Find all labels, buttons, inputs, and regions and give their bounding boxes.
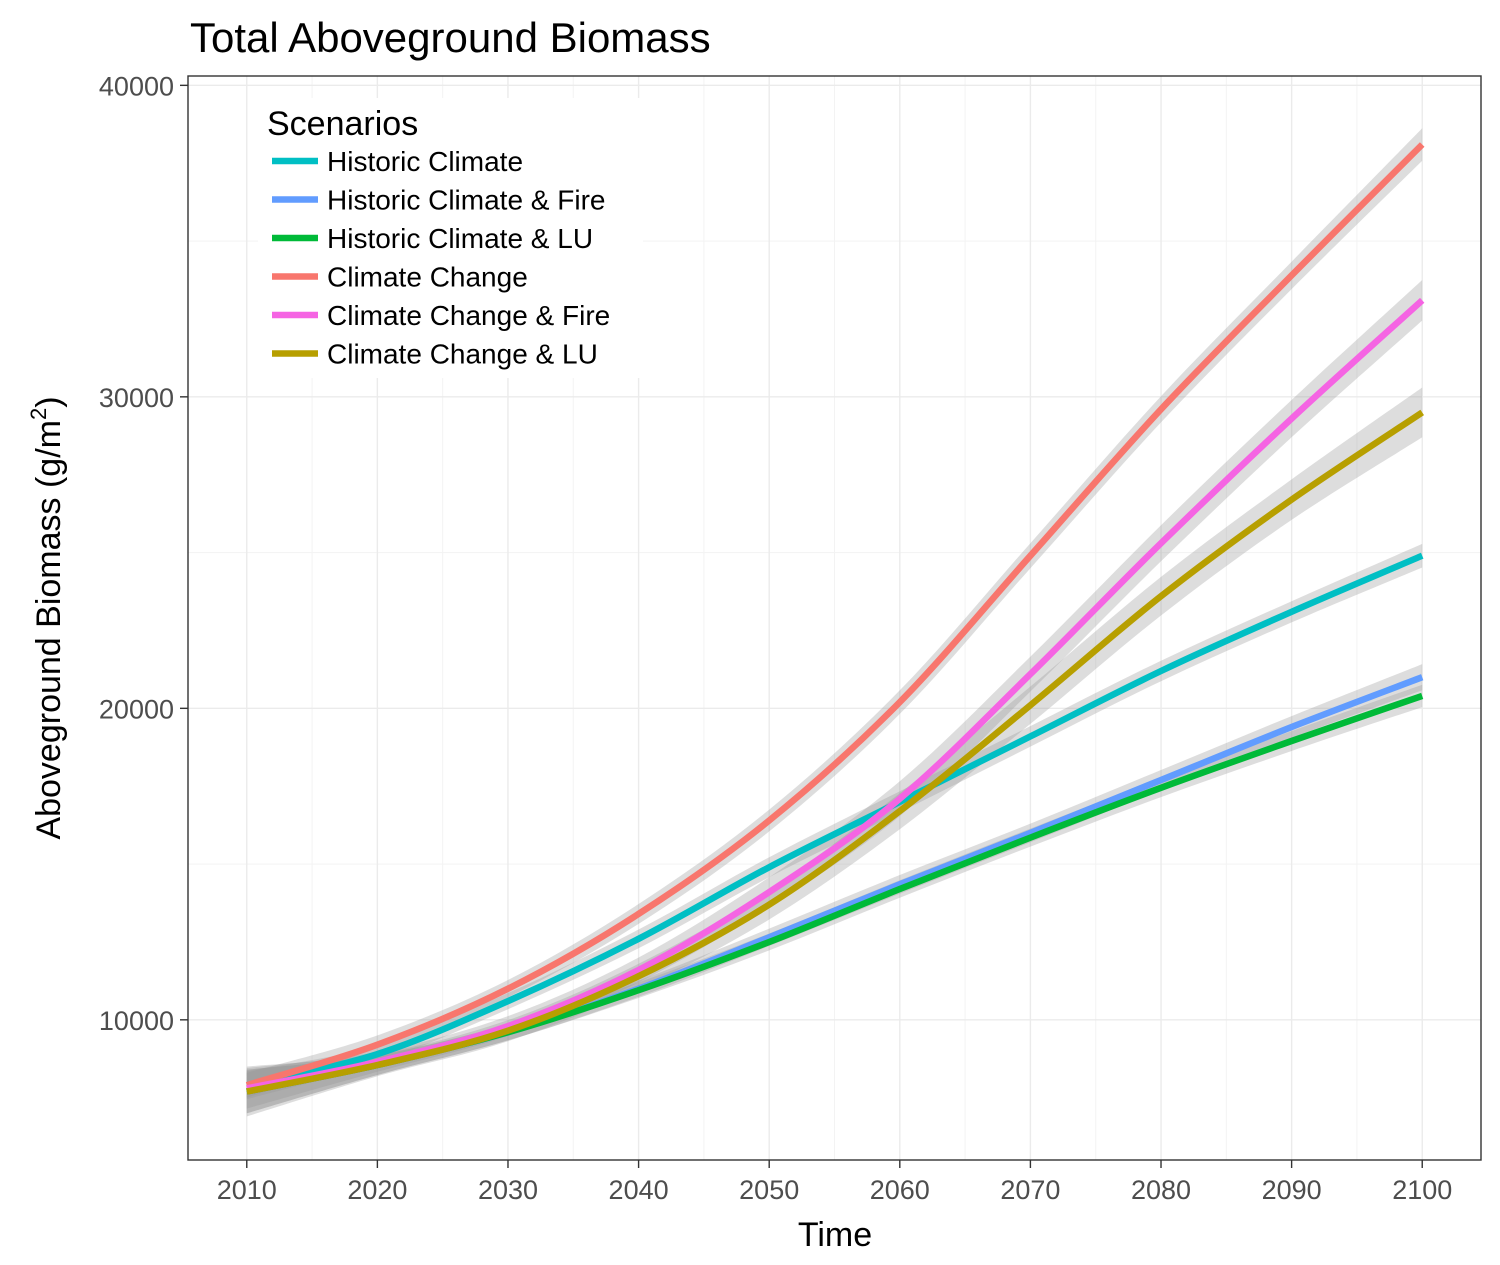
y-tick-label: 10000 [99,1006,174,1036]
x-tick-label: 2020 [347,1175,407,1205]
y-tick-label: 30000 [99,383,174,413]
legend-label-5: Climate Change & LU [327,339,598,370]
line-series-4 [246,297,1425,1092]
y-tick-label: 40000 [99,71,174,101]
y-axis-title-superscript: 2 [26,408,51,420]
legend-title: Scenarios [267,105,418,143]
x-tick-label: 2090 [1262,1175,1322,1205]
x-axis-title: Time [798,1216,872,1254]
x-tick-label: 2040 [609,1175,669,1205]
y-tick-label: 20000 [99,694,174,724]
axes: 2010 2020 2030 2040 2050 2060 2070 2080 2090 2100… [99,71,1452,1205]
x-tick-label: 2100 [1392,1175,1452,1205]
line-series-3 [245,142,1425,1089]
line-series-0 [246,552,1424,1089]
line-series-5 [246,409,1425,1095]
legend-label-3: Climate Change [327,262,528,293]
legend-label-1: Historic Climate & Fire [327,185,605,216]
x-tick-label: 2010 [217,1175,277,1205]
legend-label-4: Climate Change & Fire [327,300,610,331]
series-lines [245,142,1425,1095]
legend-label-2: Historic Climate & LU [327,223,593,254]
plot-panel-border [187,75,1482,1161]
y-axis-title: Aboveground Biomass (g/m2) [26,396,68,839]
y-axis-title-main: Aboveground Biomass (g/m [30,420,68,840]
x-tick-label: 2080 [1131,1175,1191,1205]
x-tick-label: 2060 [870,1175,930,1205]
legend-background [258,98,643,378]
ribbon-series-0 [246,543,1423,1100]
x-tick-label: 2030 [478,1175,538,1205]
x-tick-label: 2070 [1000,1175,1060,1205]
chart-title: Total Aboveground Biomass [190,14,711,61]
legend-items: Historic Climate Historic Climate & Fire H… [272,146,610,370]
y-axis-title-close: ) [30,396,68,407]
legend-label-0: Historic Climate [327,146,523,177]
x-tick-label: 2050 [739,1175,799,1205]
